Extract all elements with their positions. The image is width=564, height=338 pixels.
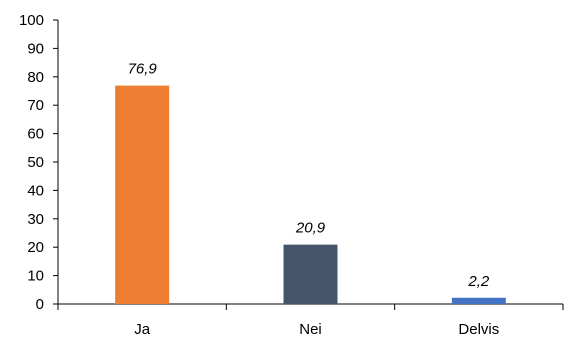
y-tick-label: 60 xyxy=(27,126,44,143)
data-labels: 76,9 20,9 2,2 xyxy=(128,61,490,290)
x-axis: Ja Nei Delvis xyxy=(57,303,564,338)
data-label-ja: 76,9 xyxy=(128,61,158,78)
bars xyxy=(115,85,506,304)
x-category-label: Nei xyxy=(299,321,322,338)
bar-delvis xyxy=(451,297,506,304)
bar-ja xyxy=(115,85,170,304)
y-tick-label: 40 xyxy=(27,182,44,199)
y-tick-label: 20 xyxy=(27,239,44,256)
x-category-label: Delvis xyxy=(458,321,499,338)
y-tick-label: 0 xyxy=(36,296,44,313)
y-tick-label: 10 xyxy=(27,268,44,285)
y-tick-label: 100 xyxy=(19,12,44,29)
data-label-nei: 20,9 xyxy=(295,220,326,237)
x-category-label: Ja xyxy=(134,321,151,338)
y-tick-label: 90 xyxy=(27,40,44,57)
data-label-delvis: 2,2 xyxy=(467,273,490,290)
y-tick-label: 30 xyxy=(27,211,44,228)
y-tick-label: 80 xyxy=(27,69,44,86)
y-tick-label: 50 xyxy=(27,154,44,171)
y-axis: 0 10 20 30 40 50 60 70 80 90 100 xyxy=(19,12,59,313)
bar-nei xyxy=(283,244,338,304)
y-tick-label: 70 xyxy=(27,97,44,114)
